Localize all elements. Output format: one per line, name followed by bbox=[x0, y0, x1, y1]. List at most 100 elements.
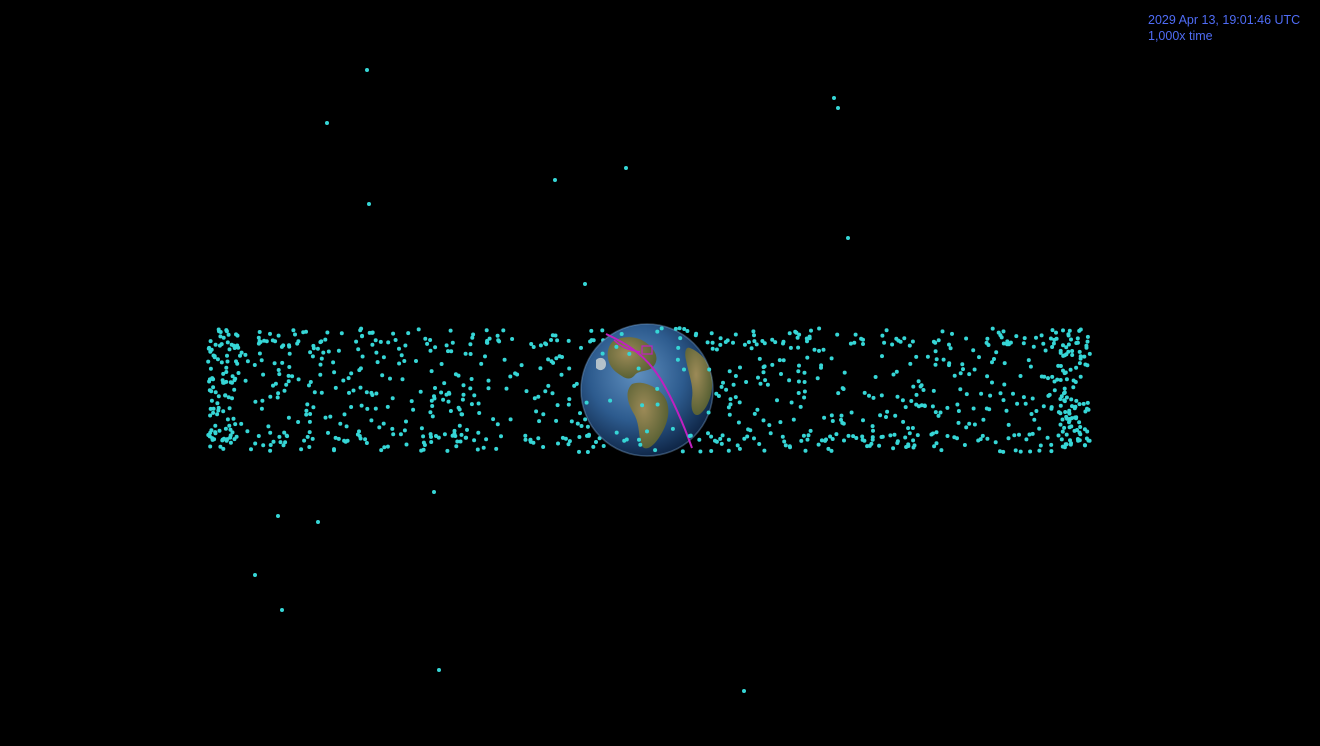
satellite-dot bbox=[879, 435, 884, 439]
satellite-dot bbox=[752, 333, 756, 338]
satellite-dot bbox=[849, 410, 854, 415]
satellite-dot bbox=[210, 376, 215, 381]
satellite-dot bbox=[341, 378, 346, 383]
satellite-dot bbox=[762, 341, 767, 346]
satellite-dot bbox=[947, 342, 951, 347]
satellite-dot bbox=[898, 339, 903, 344]
satellite-dot bbox=[761, 370, 766, 375]
satellite-dot bbox=[461, 392, 466, 397]
satellite-dot bbox=[1069, 416, 1074, 421]
satellite-dot bbox=[459, 432, 464, 437]
satellite-dot bbox=[232, 437, 237, 442]
satellite-dot bbox=[463, 435, 468, 440]
satellite-dot bbox=[316, 520, 320, 524]
satellite-dot bbox=[955, 436, 959, 441]
satellite-dot bbox=[508, 374, 513, 379]
satellite-dot bbox=[359, 403, 364, 408]
satellite-dot bbox=[221, 335, 226, 340]
satellite-dot bbox=[544, 342, 549, 347]
satellite-dot bbox=[890, 342, 895, 347]
satellite-dot bbox=[1012, 433, 1017, 438]
satellite-dot bbox=[829, 356, 834, 361]
satellite-dot bbox=[1002, 361, 1007, 366]
satellite-dot bbox=[217, 428, 222, 433]
satellite-dot bbox=[1058, 348, 1063, 353]
satellite-dot bbox=[536, 436, 541, 441]
satellite-dot bbox=[880, 354, 884, 359]
satellite-dot bbox=[972, 422, 977, 427]
satellite-dot bbox=[910, 426, 915, 430]
satellite-dot bbox=[779, 372, 783, 376]
satellite-dot bbox=[228, 433, 233, 438]
satellite-dot bbox=[840, 420, 845, 425]
satellite-dot bbox=[236, 371, 241, 375]
satellite-dot bbox=[211, 406, 216, 411]
satellite-dot bbox=[728, 397, 733, 402]
satellite-dot bbox=[448, 328, 453, 333]
satellite-dot bbox=[1006, 436, 1011, 441]
satellite-dot bbox=[1023, 401, 1028, 406]
satellite-dot bbox=[275, 395, 280, 400]
satellite-dot bbox=[782, 439, 787, 444]
satellite-dot bbox=[307, 445, 312, 449]
satellite-dot bbox=[243, 352, 248, 357]
satellite-dot bbox=[296, 377, 301, 382]
satellite-dot bbox=[213, 342, 218, 347]
earth[interactable] bbox=[580, 323, 714, 457]
satellite-dot bbox=[276, 514, 280, 518]
satellite-dot bbox=[971, 406, 976, 411]
satellite-dot bbox=[233, 376, 238, 381]
satellite-dot bbox=[846, 433, 851, 438]
satellite-dot bbox=[851, 434, 856, 439]
satellite-dot bbox=[900, 398, 905, 403]
satellite-dot bbox=[418, 389, 423, 394]
satellite-dot bbox=[228, 440, 233, 445]
satellite-dot bbox=[445, 448, 450, 453]
satellite-dot bbox=[915, 433, 920, 438]
satellite-dot bbox=[710, 340, 715, 345]
satellite-dot bbox=[1001, 341, 1006, 346]
satellite-dot bbox=[346, 376, 351, 381]
satellite-dot bbox=[787, 378, 792, 383]
satellite-dot bbox=[705, 340, 710, 345]
satellite-dot bbox=[1071, 385, 1076, 390]
satellite-dot bbox=[867, 393, 871, 398]
satellite-dot bbox=[460, 397, 465, 402]
satellite-dot bbox=[1077, 349, 1082, 354]
satellite-dot bbox=[1060, 417, 1065, 422]
satellite-dot bbox=[281, 443, 286, 448]
satellite-dot bbox=[429, 369, 434, 374]
satellite-dot bbox=[233, 422, 238, 427]
satellite-dot bbox=[325, 330, 330, 335]
satellite-dot bbox=[332, 447, 336, 452]
satellite-dot bbox=[1062, 371, 1067, 376]
satellite-dot bbox=[930, 404, 935, 409]
satellite-dot bbox=[534, 409, 539, 414]
satellite-dot bbox=[678, 336, 683, 341]
satellite-dot bbox=[481, 445, 486, 450]
satellite-dot bbox=[532, 396, 537, 401]
satellite-dot bbox=[819, 365, 823, 370]
satellite-dot bbox=[524, 389, 529, 394]
satellite-dot bbox=[762, 364, 767, 369]
satellite-dot bbox=[934, 430, 939, 435]
satellite-dot bbox=[342, 412, 347, 417]
satellite-dot bbox=[1041, 341, 1046, 346]
satellite-dot bbox=[1024, 437, 1029, 442]
satellite-dot bbox=[342, 438, 347, 443]
satellite-dot bbox=[332, 370, 337, 375]
satellite-dot bbox=[682, 327, 687, 331]
satellite-dot bbox=[268, 443, 273, 447]
satellite-dot bbox=[321, 350, 326, 355]
satellite-dot bbox=[936, 413, 941, 418]
satellite-dot bbox=[908, 361, 913, 366]
satellite-dot bbox=[423, 336, 428, 341]
satellite-dot bbox=[907, 343, 912, 348]
satellite-dot bbox=[218, 334, 223, 339]
satellite-dot bbox=[484, 328, 489, 333]
satellite-dot bbox=[731, 340, 735, 345]
satellite-dot bbox=[773, 340, 778, 345]
satellite-dot bbox=[627, 351, 632, 356]
